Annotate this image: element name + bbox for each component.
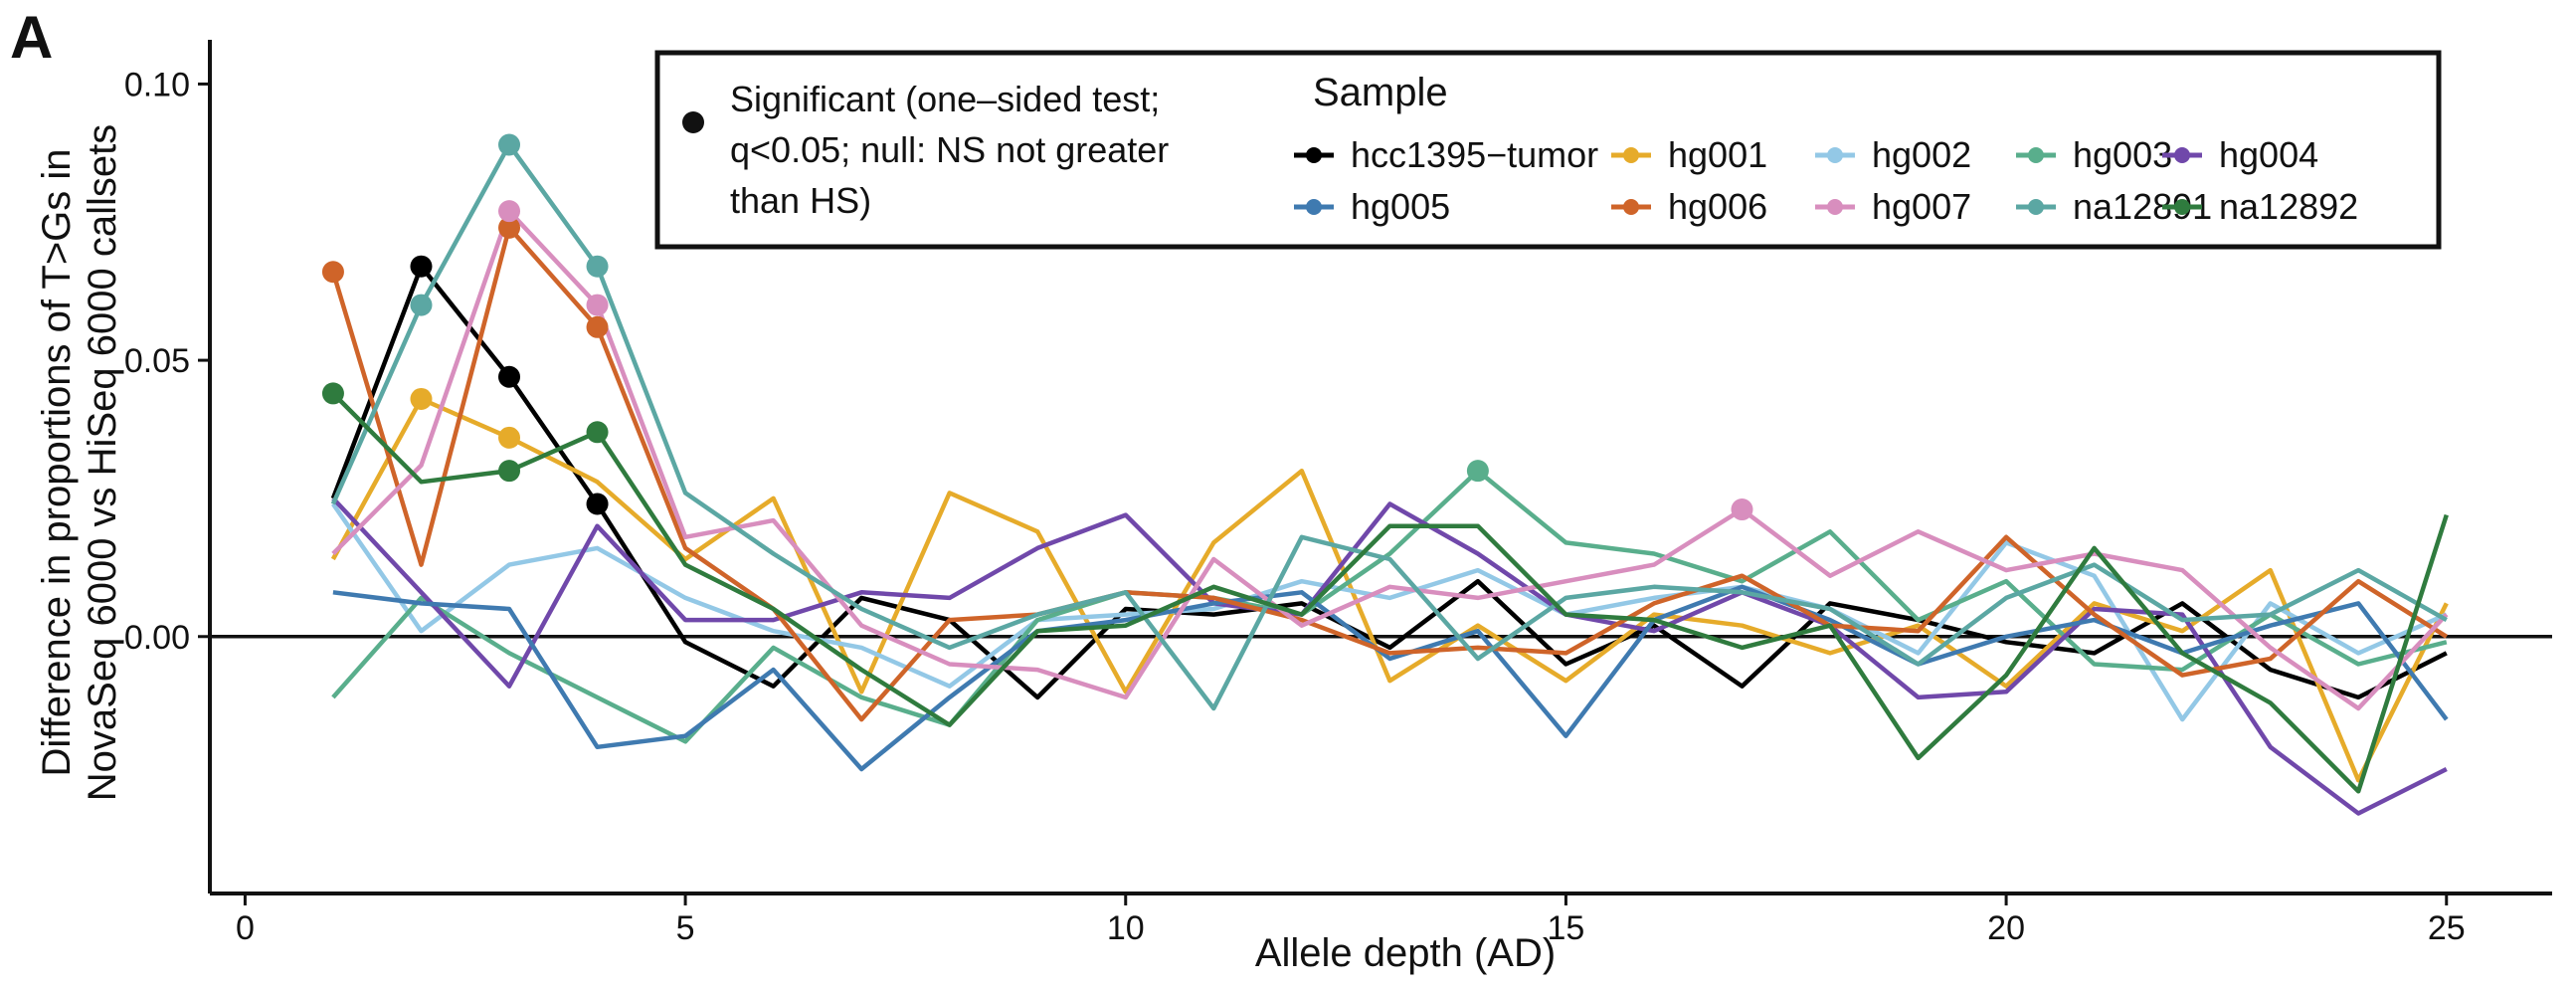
series-lines (330, 142, 2449, 816)
y-tick-label: 0.05 (124, 342, 190, 380)
significant-point-na12892 (586, 421, 609, 444)
series-line-hg006 (330, 225, 2448, 722)
legend-swatch-dot (1623, 199, 1639, 215)
significant-point-na12891 (498, 133, 521, 156)
legend-label-hg002: hg002 (1872, 134, 1971, 175)
panel-label: A (10, 4, 53, 71)
plot-area (321, 133, 2449, 816)
significant-points (321, 133, 1753, 521)
significant-point-na12892 (498, 460, 521, 483)
x-tick-label: 5 (676, 909, 695, 947)
series-line-hg004 (331, 496, 2448, 816)
x-axis-title: Allele depth (AD) (1255, 931, 1556, 975)
x-ticks: 0 5 10 15 20 25 (236, 893, 2466, 947)
legend-swatch-dot (2174, 147, 2190, 163)
legend-label-hg005: hg005 (1351, 186, 1450, 227)
significant-point-na12891 (586, 255, 609, 278)
axes: 0 5 10 15 20 25 0.00 0.05 0.10 (124, 40, 2552, 947)
y-ticks: 0.00 0.05 0.10 (124, 66, 210, 657)
legend-title: Sample (1313, 71, 1448, 114)
legend-swatch-dot (2174, 199, 2190, 215)
y-axis-title-line-1: Difference in proportions of T>Gs in (35, 148, 79, 776)
legend-swatch-dot (1306, 147, 1322, 163)
significant-point-na12892 (321, 382, 344, 405)
series-line-hg001 (330, 396, 2449, 783)
legend-label-hg004: hg004 (2219, 134, 2318, 175)
legend-label-hcc1395−tumor: hcc1395−tumor (1351, 134, 1598, 175)
series-line-na12891 (330, 142, 2448, 711)
y-tick-label: 0.00 (124, 619, 190, 657)
significant-point-hg001 (498, 426, 521, 449)
legend-label-na12892: na12892 (2219, 186, 2358, 227)
x-tick-label: 0 (236, 909, 255, 947)
x-tick-label: 15 (1548, 909, 1585, 947)
legend-label-hg003: hg003 (2073, 134, 2172, 175)
x-tick-label: 25 (2428, 909, 2466, 947)
legend-label-hg001: hg001 (1668, 134, 1767, 175)
series-line-hg003 (331, 468, 2448, 744)
significant-legend-line-3: than HS) (730, 180, 871, 221)
series-line-hcc1395−tumor (330, 264, 2448, 700)
significant-point-hcc1395−tumor (586, 493, 609, 515)
y-tick-label: 0.10 (124, 66, 190, 103)
series-line-na12892 (331, 391, 2449, 794)
legend-swatch-dot (1827, 147, 1843, 163)
series-line-hg002 (331, 502, 2448, 722)
legend-label-hg006: hg006 (1668, 186, 1767, 227)
significant-point-na12891 (410, 294, 433, 316)
significant-point-hg001 (410, 387, 433, 410)
y-axis-title-line-2: NovaSeq 6000 vs HiSeq 6000 callsets (81, 124, 124, 801)
significant-point-hg003 (1466, 460, 1489, 483)
significant-point-hg007 (1731, 498, 1753, 521)
significant-legend-line-2: q<0.05; null: NS not greater (730, 129, 1169, 170)
significant-point-hg006 (586, 315, 609, 338)
legend-swatch-dot (2028, 147, 2044, 163)
significant-point-hg006 (321, 261, 344, 284)
legend-swatch-dot (2028, 199, 2044, 215)
legend: Significant (one–sided test; q<0.05; nul… (654, 50, 2442, 250)
y-axis-title: Difference in proportions of T>Gs in Nov… (35, 124, 124, 801)
significant-point-hg007 (586, 294, 609, 316)
series-line-hg005 (332, 584, 2449, 772)
x-tick-label: 20 (1987, 909, 2025, 947)
significant-point-hcc1395−tumor (498, 365, 521, 388)
legend-label-hg007: hg007 (1872, 186, 1971, 227)
legend-entries: hcc1395−tumor hg001 hg002 hg003 hg004 hg005 hg… (1294, 134, 2358, 227)
significant-point-hg007 (498, 200, 521, 223)
legend-box (654, 50, 2442, 250)
x-tick-label: 10 (1107, 909, 1145, 947)
significant-legend-line-1: Significant (one–sided test; (730, 79, 1160, 119)
significant-legend-dot (682, 111, 704, 133)
legend-swatch-dot (1827, 199, 1843, 215)
significant-point-hg006 (498, 216, 521, 239)
series-line-hg007 (331, 208, 2449, 711)
legend-swatch-dot (1306, 199, 1322, 215)
legend-swatch-dot (1623, 147, 1639, 163)
significant-point-hcc1395−tumor (410, 255, 433, 278)
